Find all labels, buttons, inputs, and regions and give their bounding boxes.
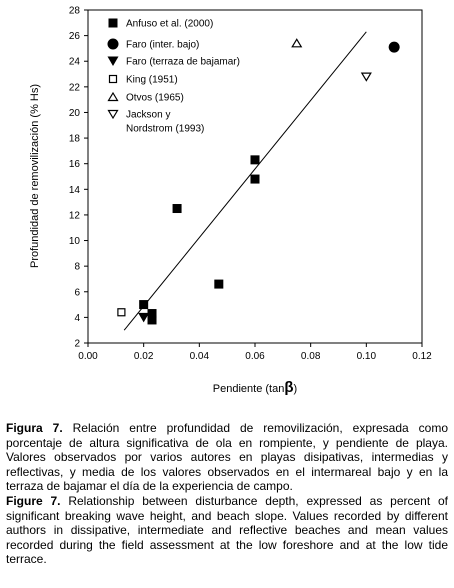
legend-marker bbox=[107, 91, 119, 102]
y-tick-label: 12 bbox=[69, 210, 81, 221]
legend-label: Nordstrom (1993) bbox=[126, 124, 204, 135]
y-tick-label: 2 bbox=[74, 339, 80, 350]
caption-text: Relación entre profundidad de removiliza… bbox=[6, 421, 448, 493]
y-tick-label: 22 bbox=[69, 82, 81, 93]
data-point bbox=[138, 312, 150, 323]
beta-symbol: β bbox=[284, 379, 293, 396]
trend-line bbox=[123, 31, 367, 331]
data-point bbox=[291, 38, 303, 48]
data-point bbox=[117, 308, 126, 317]
y-tick-label: 28 bbox=[69, 6, 81, 17]
y-tick-label: 24 bbox=[69, 57, 81, 68]
data-point bbox=[172, 204, 182, 214]
legend-label: Jackson y bbox=[126, 110, 170, 121]
legend-label: Faro (inter. bajo) bbox=[126, 40, 199, 51]
legend-marker bbox=[107, 56, 119, 66]
data-point bbox=[147, 309, 157, 319]
legend-marker bbox=[108, 74, 118, 84]
data-point bbox=[250, 155, 260, 165]
legend-label: King (1951) bbox=[126, 75, 178, 86]
x-tick-label: 0.04 bbox=[190, 351, 210, 362]
x-axis-label: Pendiente (tanβ) bbox=[213, 379, 297, 396]
y-tick-label: 18 bbox=[69, 134, 81, 145]
data-points bbox=[117, 38, 400, 325]
y-tick-label: 26 bbox=[69, 31, 81, 42]
legend-label: Otvos (1965) bbox=[126, 93, 184, 104]
data-point bbox=[147, 315, 157, 325]
y-tick-label: 14 bbox=[69, 185, 81, 196]
x-tick-label: 0.12 bbox=[412, 351, 432, 362]
data-point bbox=[214, 279, 224, 289]
legend-label: Faro (terraza de bajamar) bbox=[126, 57, 240, 68]
y-tick-label: 4 bbox=[74, 313, 80, 324]
legend-marker bbox=[107, 109, 119, 120]
legend: Anfuso et al. (2000) Faro (inter. bajo) Fa… bbox=[107, 18, 240, 135]
legend-marker bbox=[107, 38, 119, 50]
caption-label: Figura 7. bbox=[6, 421, 63, 435]
x-tick-label: 0.10 bbox=[357, 351, 377, 362]
y-tick-label: 8 bbox=[74, 262, 80, 273]
y-tick-label: 10 bbox=[69, 236, 81, 247]
x-axis: 0.00 0.02 0.04 0.06 0.08 0.10 0.12 bbox=[78, 343, 432, 362]
caption-text: Relationship between disturbance depth, … bbox=[6, 494, 449, 566]
scatter-chart: 0.00 0.02 0.04 0.06 0.08 0.10 0.12 24681012141… bbox=[29, 6, 432, 397]
y-tick-label: 16 bbox=[69, 159, 81, 170]
y-tick-label: 20 bbox=[69, 108, 81, 119]
x-tick-label: 0.08 bbox=[301, 351, 321, 362]
legend-marker bbox=[108, 18, 118, 28]
data-point bbox=[250, 174, 260, 184]
y-axis-label: Profundidad de removilización (% Hs) bbox=[29, 84, 41, 268]
x-tick-label: 0.02 bbox=[134, 351, 154, 362]
data-point bbox=[139, 300, 149, 310]
caption-label: Figure 7. bbox=[6, 494, 61, 508]
legend-label: Anfuso et al. (2000) bbox=[126, 19, 213, 30]
figure-caption-english: Figure 7. Relationship between disturban… bbox=[6, 494, 448, 567]
x-tick-label: 0.06 bbox=[245, 351, 265, 362]
y-tick-label: 6 bbox=[74, 287, 80, 298]
data-point bbox=[388, 41, 400, 53]
figure-caption-spanish: Figura 7. Relación entre profundidad de … bbox=[6, 421, 448, 494]
x-tick-label: 0.00 bbox=[78, 351, 98, 362]
data-point bbox=[360, 72, 372, 82]
